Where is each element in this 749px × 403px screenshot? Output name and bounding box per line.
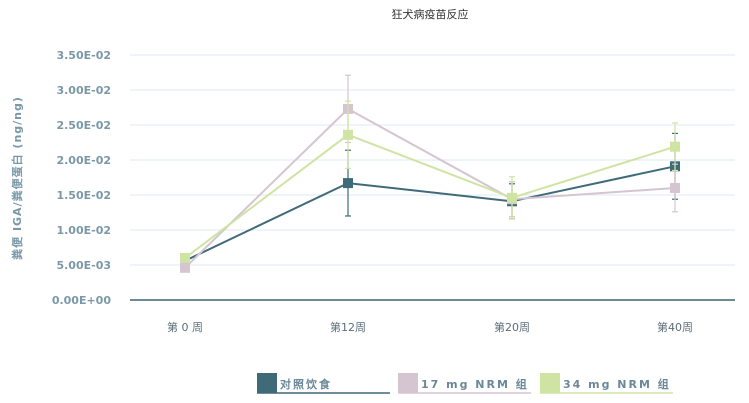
series-line-2 (184, 133, 676, 259)
data-point (180, 262, 190, 273)
y-tick-label: 5.00E-03 (56, 259, 111, 272)
data-point (343, 129, 353, 140)
data-point (343, 178, 353, 189)
legend-label: 34 mg NRM 组 (563, 377, 671, 391)
data-point (670, 141, 680, 152)
y-tick-label: 1.50E-02 (56, 189, 111, 202)
legend-swatch (257, 373, 277, 393)
y-tick-label: 2.50E-02 (56, 119, 111, 132)
y-tick-label: 1.00E-02 (56, 224, 111, 237)
legend-swatch (398, 373, 418, 393)
x-tick-label: 第40周 (657, 320, 693, 334)
y-tick-label: 2.00E-02 (56, 154, 111, 167)
x-tick-label: 第20周 (494, 320, 530, 334)
y-tick-label: 3.50E-02 (56, 49, 111, 62)
data-point (180, 253, 190, 263)
series-line-0 (184, 165, 676, 262)
series-line-1 (184, 107, 676, 269)
legend-label: 对照饮食 (280, 377, 332, 391)
legend-label: 17 mg NRM 组 (421, 377, 529, 391)
data-point (670, 183, 680, 193)
chart-title: 狂犬病疫苗反应 (392, 7, 469, 21)
x-tick-label: 第 0 周 (167, 320, 203, 334)
y-tick-label: 0.00E+00 (52, 294, 112, 307)
y-axis-label: 粪便 IGA/粪便蛋白 (ng/ng) (10, 96, 24, 260)
y-tick-label: 3.00E-02 (56, 84, 111, 97)
legend-swatch (540, 373, 560, 393)
data-point (507, 192, 517, 203)
x-tick-label: 第12周 (330, 320, 366, 334)
